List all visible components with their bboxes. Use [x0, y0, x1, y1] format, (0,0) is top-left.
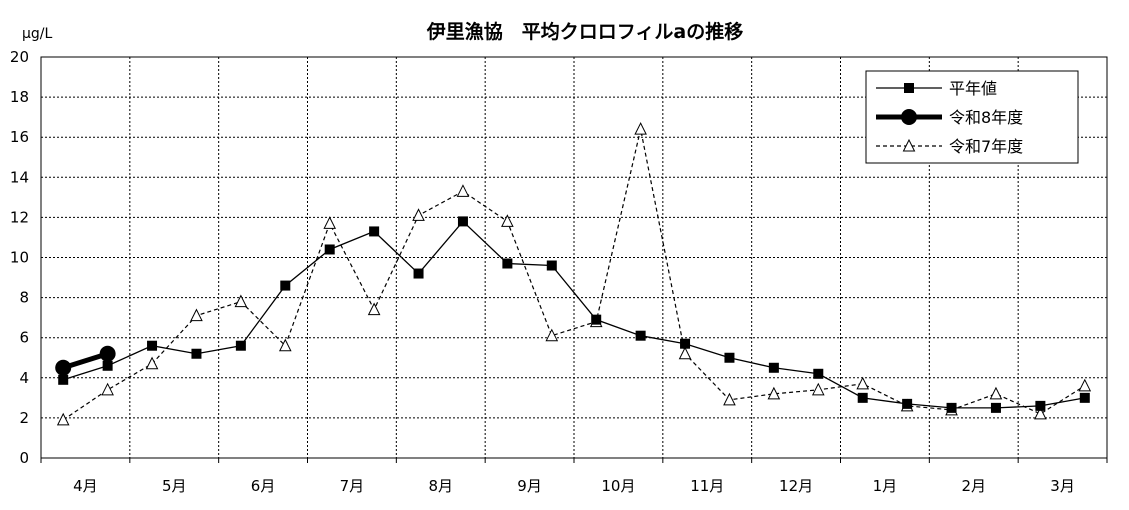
data-point: [234, 294, 248, 308]
x-tick-label: 1月: [873, 477, 898, 495]
data-point: [457, 216, 468, 227]
data-point: [857, 392, 868, 403]
data-point: [56, 412, 70, 426]
x-tick-label: 12月: [779, 477, 813, 495]
data-point: [99, 345, 116, 362]
legend-label: 令和7年度: [949, 137, 1023, 156]
data-point: [989, 386, 1003, 400]
x-tick-label: 4月: [73, 477, 98, 495]
x-tick-label: 3月: [1050, 477, 1075, 495]
data-point: [678, 346, 692, 360]
y-tick-label: 14: [10, 168, 29, 186]
data-point: [990, 402, 1001, 413]
data-point: [680, 338, 691, 349]
data-point: [280, 280, 291, 291]
legend-swatch-marker: [904, 83, 914, 93]
y-tick-label: 16: [10, 128, 29, 146]
data-point: [856, 376, 870, 390]
series-line: [63, 220, 1085, 409]
data-point: [324, 244, 335, 255]
data-point: [412, 208, 425, 221]
chart-title: 伊里漁協 平均クロロフィルaの推移: [426, 20, 743, 43]
data-point: [102, 360, 113, 371]
data-point: [369, 226, 380, 237]
data-point: [501, 214, 514, 227]
data-point: [546, 260, 557, 271]
data-point: [323, 216, 337, 229]
x-tick-label: 8月: [428, 477, 453, 495]
data-point: [456, 184, 470, 197]
y-tick-label: 18: [10, 88, 29, 106]
data-point: [591, 314, 602, 325]
axes: 0 2 4 6 8 10 12 14 16 18 20 4月 5月 6月 7月 8月 9月 10月 11月 12月 1月…: [10, 48, 1108, 495]
data-point: [145, 356, 159, 370]
data-point: [58, 374, 69, 385]
x-tick-label: 6月: [251, 477, 276, 495]
data-point: [235, 340, 246, 351]
y-tick-label: 20: [10, 48, 29, 66]
data-point: [278, 338, 292, 352]
y-tick-label: 8: [19, 289, 29, 307]
y-axis-unit: μg/L: [22, 26, 53, 42]
y-tick-label: 12: [10, 208, 29, 226]
data-point: [190, 308, 203, 322]
data-point: [813, 368, 824, 379]
data-point: [367, 302, 381, 316]
x-tick-label: 9月: [517, 477, 542, 495]
legend-label: 平年値: [949, 79, 997, 98]
x-tick-label: 11月: [690, 477, 724, 495]
data-point: [634, 122, 647, 135]
series-thick-circle: [55, 345, 116, 376]
data-point: [768, 362, 779, 373]
data-point: [1034, 406, 1047, 420]
data-point: [767, 386, 781, 400]
legend-label: 令和8年度: [949, 108, 1023, 127]
data-point: [946, 402, 957, 413]
data-point: [413, 268, 424, 279]
x-tick-label: 10月: [601, 477, 635, 495]
data-point: [1079, 392, 1090, 403]
data-point: [55, 359, 72, 376]
data-point: [545, 328, 559, 342]
series-group: [55, 122, 1092, 426]
legend-swatch-marker: [901, 109, 917, 125]
x-tick-label: 2月: [961, 477, 986, 495]
data-point: [502, 258, 513, 269]
data-point: [811, 382, 825, 396]
legend-swatch-marker: [902, 138, 916, 152]
x-tick-label: 7月: [340, 477, 365, 495]
series-solid-square: [58, 216, 1090, 413]
y-tick-label: 0: [19, 449, 29, 467]
data-point: [147, 340, 158, 351]
y-tick-label: 6: [19, 329, 29, 347]
data-point: [101, 382, 114, 396]
data-point: [902, 398, 913, 409]
x-tick-label: 5月: [162, 477, 187, 495]
data-point: [1035, 400, 1046, 411]
data-point: [723, 392, 736, 406]
data-point: [191, 348, 202, 359]
data-point: [1078, 378, 1092, 392]
y-tick-label: 2: [19, 409, 29, 427]
data-point: [724, 352, 735, 363]
y-tick-label: 10: [10, 249, 29, 267]
data-point: [635, 330, 646, 341]
series-line: [62, 129, 1086, 421]
y-tick-label: 4: [19, 369, 29, 387]
